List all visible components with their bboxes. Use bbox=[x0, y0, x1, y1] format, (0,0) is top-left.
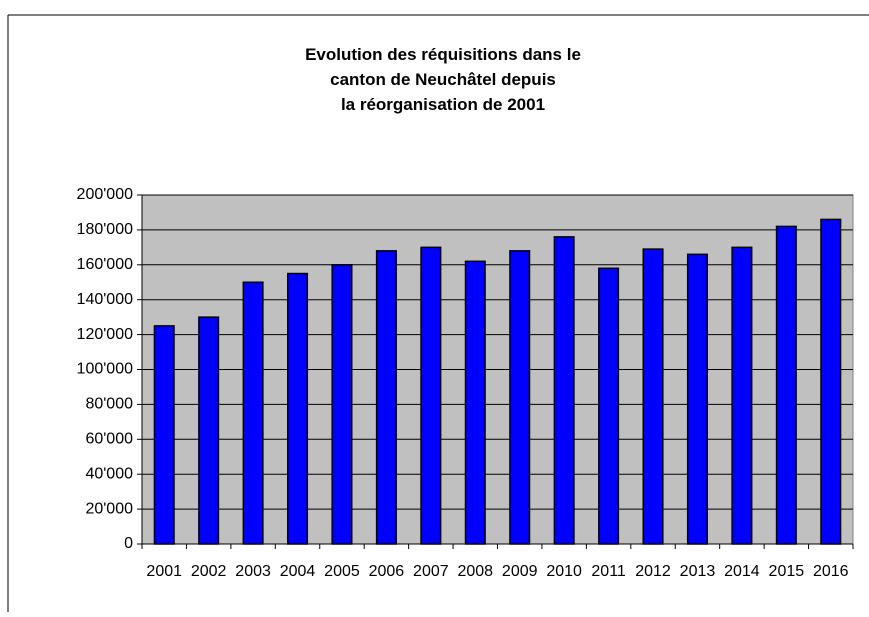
bar bbox=[464, 260, 486, 545]
bar bbox=[420, 246, 442, 545]
x-tick-label: 2014 bbox=[724, 563, 760, 580]
y-tick-label: 20'000 bbox=[85, 500, 133, 517]
x-tick-label: 2005 bbox=[324, 563, 360, 580]
bar bbox=[198, 316, 220, 545]
y-tick-label: 140'000 bbox=[77, 291, 134, 308]
x-tick-label: 2009 bbox=[502, 563, 538, 580]
bar bbox=[287, 272, 309, 545]
x-tick-label: 2016 bbox=[813, 563, 849, 580]
chart-title: Evolution des réquisitions dans le canto… bbox=[305, 45, 581, 114]
x-tick-label: 2012 bbox=[635, 563, 671, 580]
bar bbox=[686, 253, 708, 545]
y-tick-label: 120'000 bbox=[77, 326, 134, 343]
x-tick-label: 2007 bbox=[413, 563, 449, 580]
bar bbox=[731, 246, 753, 545]
y-tick-label: 60'000 bbox=[85, 431, 133, 448]
x-tick-label: 2011 bbox=[591, 563, 626, 580]
x-tick-label: 2015 bbox=[769, 563, 805, 580]
y-tick-label: 40'000 bbox=[85, 465, 133, 482]
x-tick-label: 2006 bbox=[369, 563, 405, 580]
bar bbox=[375, 250, 397, 545]
y-tick-label: 200'000 bbox=[77, 186, 134, 203]
x-tick-label: 2001 bbox=[146, 563, 182, 580]
bar bbox=[331, 264, 353, 545]
bar bbox=[153, 325, 175, 545]
x-tick-label: 2008 bbox=[457, 563, 493, 580]
bar bbox=[598, 267, 620, 545]
y-tick-label: 80'000 bbox=[85, 396, 133, 413]
x-tick-label: 2004 bbox=[280, 563, 316, 580]
bar bbox=[775, 225, 797, 545]
x-tick-label: 2002 bbox=[191, 563, 227, 580]
y-tick-label: 100'000 bbox=[77, 361, 134, 378]
y-tick-label: 160'000 bbox=[77, 256, 134, 273]
bar bbox=[242, 281, 264, 545]
x-tick-label: 2010 bbox=[546, 563, 582, 580]
bar bbox=[509, 250, 531, 545]
bar bbox=[553, 236, 575, 545]
y-tick-label: 0 bbox=[124, 535, 133, 552]
x-tick-label: 2013 bbox=[680, 563, 716, 580]
bar bbox=[820, 218, 842, 545]
y-tick-label: 180'000 bbox=[77, 221, 134, 238]
x-tick-label: 2003 bbox=[235, 563, 271, 580]
bar bbox=[642, 248, 664, 545]
